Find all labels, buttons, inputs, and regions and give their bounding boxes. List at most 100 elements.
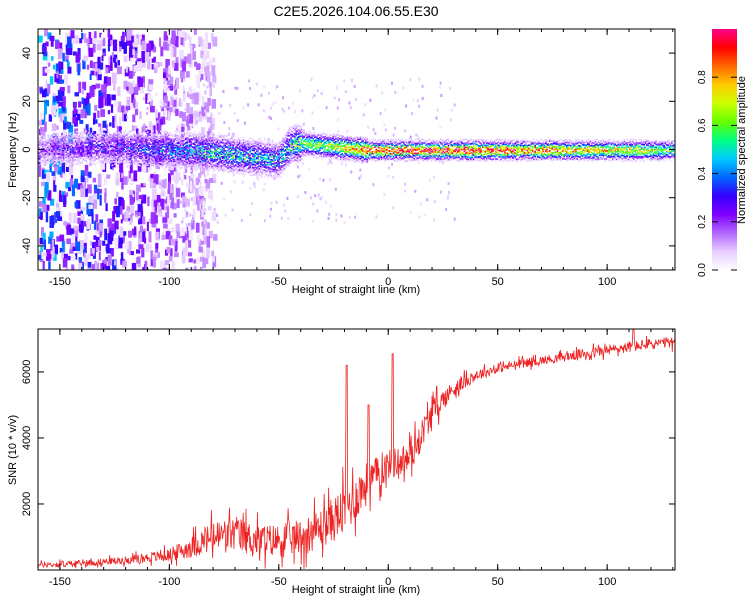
spectrogram-cell <box>93 199 98 209</box>
spectrogram-cell <box>169 138 171 141</box>
spectrogram-cell <box>207 136 210 139</box>
spectrogram-cell <box>215 162 217 165</box>
spectrogram-cell <box>135 161 137 164</box>
spectrogram-cell <box>70 30 75 39</box>
spectrogram-cell <box>143 139 145 142</box>
spectrogram-cell <box>38 208 42 217</box>
spectrogram-cell <box>157 163 160 166</box>
spectrogram-cell <box>262 158 265 161</box>
spectrogram-cell <box>237 169 240 172</box>
spectrogram-cell <box>118 146 120 149</box>
spectrogram-cell <box>55 141 57 144</box>
spectrogram-cell <box>287 106 290 110</box>
spectrogram-cell <box>261 173 263 176</box>
spectrogram-cell <box>173 162 175 165</box>
spectrogram-cell <box>106 143 108 146</box>
spectrogram-cell <box>242 136 245 139</box>
spectrogram-cell <box>190 164 192 166</box>
spectrogram-cell <box>145 155 148 157</box>
spectrogram-cell <box>119 132 122 135</box>
spectrogram-cell <box>99 131 102 134</box>
spectrogram-cell <box>278 158 280 161</box>
spectrogram-cell <box>270 159 273 161</box>
spectrogram-cell <box>221 162 224 165</box>
spectrogram-cell <box>196 178 201 183</box>
spectrogram-cell <box>198 156 200 158</box>
spectrogram-cell <box>87 143 90 146</box>
spectrogram-cell <box>83 146 86 149</box>
spectrogram-cell <box>44 143 47 146</box>
spectrogram-cell <box>235 156 237 159</box>
spectrogram-cell <box>80 157 82 160</box>
spectrogram-cell <box>212 137 215 140</box>
spectrogram-cell <box>56 163 58 165</box>
spectrogram-cell <box>161 151 164 153</box>
spectrogram-cell <box>157 159 160 162</box>
spectrogram-cell <box>174 166 177 168</box>
spectrogram-cell <box>212 132 215 134</box>
spectrogram-cell <box>44 90 49 97</box>
spectrogram-cell <box>240 165 242 167</box>
spectrogram-cell <box>324 200 327 204</box>
spectrogram-cell <box>245 168 248 171</box>
spectrogram-cell <box>238 157 241 160</box>
spectrogram-cell <box>256 150 258 153</box>
spectrogram-cell <box>164 163 166 165</box>
spectrogram-cell <box>116 146 119 148</box>
spectrogram-cell <box>78 141 81 144</box>
spectrogram-cell <box>192 167 195 169</box>
spectrogram-cell <box>47 144 49 147</box>
spectrogram-cell <box>158 212 163 217</box>
spectrogram-cell <box>99 148 102 151</box>
spectrogram-cell <box>191 220 194 224</box>
spectrogram-cell <box>244 150 246 153</box>
spectrogram-cell <box>89 160 91 163</box>
spectrogram-cell <box>125 132 128 135</box>
spectrogram-cell <box>314 194 317 198</box>
spectrogram-cell <box>102 153 104 156</box>
spectrogram-cell <box>60 159 62 162</box>
spectrogram-cell <box>170 138 173 140</box>
spectrogram-cell <box>194 113 198 126</box>
spectrogram-cell <box>287 129 290 132</box>
spectrogram-cell <box>77 137 80 140</box>
spectrogram-cell <box>185 134 187 136</box>
spectrogram-cell <box>52 172 57 182</box>
spectrogram-cell <box>64 151 66 153</box>
spectrogram-cell <box>211 133 215 142</box>
spectrogram-cell <box>237 158 240 160</box>
spectrogram-cell <box>213 145 216 147</box>
spectrogram-cell <box>107 135 110 137</box>
spectrogram-cell <box>182 139 185 142</box>
spectrogram-cell <box>199 164 202 166</box>
spectrogram-cell <box>110 55 113 66</box>
spectrogram-cell <box>256 161 258 163</box>
spectrogram-cell <box>181 151 183 154</box>
spectrogram-cell <box>128 150 131 152</box>
spectrogram-cell <box>78 140 81 143</box>
spectrogram-cell <box>273 170 275 173</box>
spectrogram-cell <box>228 142 231 145</box>
spectrogram-cell <box>196 136 199 139</box>
spectrogram-cell <box>250 202 253 206</box>
spectrogram-cell <box>188 258 193 263</box>
spectrogram-cell <box>151 140 157 151</box>
spectrogram-cell <box>124 155 127 158</box>
spectrogram-cell <box>112 137 115 140</box>
spectrogram-cell <box>263 162 266 164</box>
spectrogram-cell <box>233 152 236 154</box>
spectrogram-cell <box>284 140 287 142</box>
spectrogram-cell <box>433 218 436 222</box>
spectrogram-cell <box>59 247 65 253</box>
spectrogram-cell <box>99 139 102 141</box>
spectrogram-cell <box>190 145 192 147</box>
spectrogram-cell <box>162 199 166 211</box>
spectrogram-cell <box>90 159 93 162</box>
spectrogram-cell <box>191 159 194 162</box>
spectrogram-cell <box>89 240 93 246</box>
spectrogram-cell <box>192 208 196 219</box>
spectrogram-cell <box>270 168 273 170</box>
spectrogram-cell <box>250 158 253 161</box>
spectrogram-cell <box>196 149 199 152</box>
spectrogram-cell <box>55 140 57 143</box>
